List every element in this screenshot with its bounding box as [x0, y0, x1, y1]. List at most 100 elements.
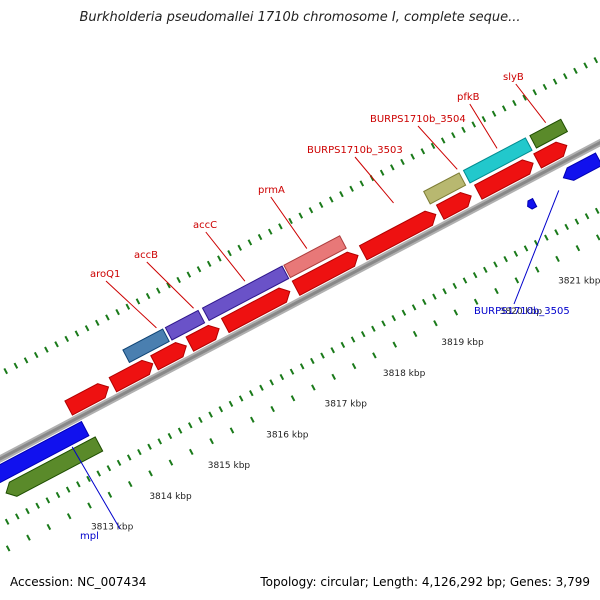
tick-outer: [84, 325, 90, 332]
tick-inner: [391, 314, 397, 322]
scale-label: 3813 kbp: [91, 523, 134, 533]
tick-outer: [562, 73, 568, 80]
tick-scale: [351, 362, 357, 370]
tick-inner: [523, 245, 529, 252]
scale-label: 3814 kbp: [149, 492, 192, 502]
tick-scale: [26, 534, 31, 541]
tick-scale: [229, 427, 235, 434]
cog-block-4: [423, 172, 467, 205]
cds-forward-1: [108, 359, 154, 393]
gene-leader-top: [105, 280, 157, 329]
gene-label-top: pfkB: [457, 92, 480, 103]
tick-inner: [564, 223, 569, 231]
tick-scale: [372, 352, 377, 359]
cds-forward-9: [533, 141, 568, 169]
tick-inner: [462, 277, 468, 284]
scale-label: 3820 kbp: [500, 307, 543, 317]
tick-outer: [440, 137, 446, 144]
tick-outer: [542, 83, 548, 91]
tick-outer: [349, 185, 354, 192]
tick-outer: [583, 62, 588, 69]
gene-leader-top: [515, 83, 547, 124]
scale-label: 3815 kbp: [208, 461, 251, 471]
tick-outer: [278, 223, 283, 230]
tick-inner: [442, 288, 447, 295]
tick-outer: [115, 308, 120, 316]
tick-inner: [299, 363, 305, 370]
tick-outer: [379, 169, 385, 176]
tick-marks: [3, 57, 600, 552]
gene-leader-bottom: [513, 190, 560, 305]
cog-block-1: [164, 309, 206, 341]
cds-forward-8: [473, 159, 534, 200]
tick-inner: [584, 213, 590, 220]
gene-leader-top: [417, 125, 458, 170]
tick-scale: [534, 266, 540, 273]
tick-outer: [471, 121, 476, 128]
gene-label-top: BURPS1710b_3504: [370, 114, 466, 125]
tick-inner: [228, 400, 234, 407]
tick-inner: [167, 432, 173, 440]
tick-outer: [593, 57, 599, 64]
tick-inner: [289, 368, 295, 375]
scale-label: 3817 kbp: [325, 400, 368, 410]
tick-outer: [481, 115, 487, 123]
gene-label-top: slyB: [503, 72, 524, 83]
gene-leader-top: [270, 196, 308, 249]
tick-inner: [86, 475, 91, 483]
tick-outer: [54, 341, 59, 348]
tick-inner: [503, 255, 508, 263]
cog-block-2: [201, 265, 290, 322]
tick-outer: [288, 217, 293, 225]
tick-inner: [55, 491, 61, 499]
tick-inner: [371, 325, 376, 332]
tick-outer: [573, 67, 578, 74]
tick-outer: [339, 191, 344, 198]
tick-outer: [390, 164, 395, 171]
tick-inner: [493, 261, 498, 268]
tick-scale: [412, 330, 418, 338]
tick-inner: [25, 507, 30, 515]
cog-block-left: [5, 436, 104, 497]
cog-block-3: [283, 235, 347, 279]
tick-outer: [298, 212, 304, 219]
tick-inner: [76, 481, 81, 488]
tick-outer: [552, 78, 558, 85]
tick-inner: [381, 320, 386, 327]
cds-forward-6: [358, 210, 437, 261]
tick-outer: [522, 94, 527, 101]
tick-inner: [218, 406, 224, 413]
tick-outer: [512, 99, 517, 107]
tick-scale: [331, 373, 337, 380]
tick-inner: [360, 331, 366, 338]
tick-outer: [23, 357, 29, 364]
tick-inner: [483, 266, 488, 273]
tick-outer: [400, 158, 405, 166]
tick-scale: [66, 513, 72, 520]
tick-outer: [237, 244, 242, 251]
gene-label-top: BURPS1710b_3503: [307, 145, 403, 156]
tick-inner: [157, 438, 163, 445]
tick-outer: [33, 351, 39, 359]
tick-outer: [156, 287, 161, 294]
cds-reverse-1: [562, 152, 600, 181]
tick-inner: [269, 379, 274, 386]
tick-outer: [359, 180, 365, 187]
tick-inner: [187, 422, 193, 429]
cds-forward-5: [291, 251, 359, 296]
tick-outer: [135, 298, 141, 305]
backbone-core: [0, 140, 600, 461]
tick-inner: [137, 448, 142, 456]
gene-leader-bottom: [71, 446, 121, 530]
gene-leader-top: [469, 103, 498, 149]
cds-forward-7: [435, 191, 472, 220]
tick-scale: [250, 416, 255, 423]
map-title: Burkholderia pseudomallei 1710b chromoso…: [79, 10, 521, 25]
tick-outer: [3, 367, 8, 375]
gene-label-top: prmA: [258, 185, 285, 196]
gene-label-top: accB: [134, 250, 158, 261]
accession-text: Accession: NC_007434: [10, 575, 147, 589]
tick-inner: [472, 272, 478, 279]
tick-outer: [257, 233, 263, 241]
